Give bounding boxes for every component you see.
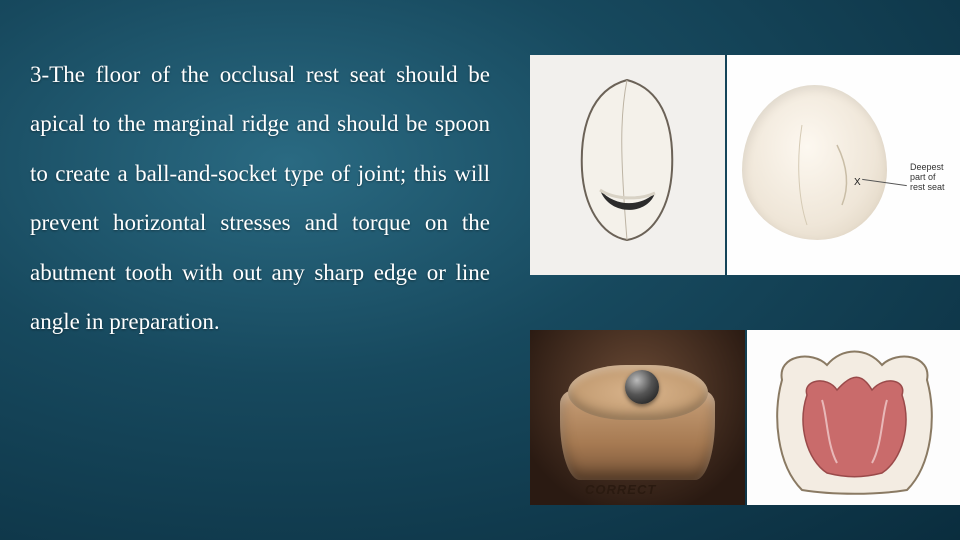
figure-correct-model: CORRECT <box>530 330 745 505</box>
tooth-outline-svg <box>570 75 685 245</box>
correct-label: CORRECT <box>585 482 656 497</box>
metal-ball <box>625 370 659 404</box>
occlusal-grooves <box>742 85 887 240</box>
body-text: 3-The floor of the occlusal rest seat sh… <box>30 50 490 347</box>
figure-tooth-crosssection <box>530 55 725 275</box>
figure-tooth-mesial <box>747 330 960 505</box>
text-column: 3-The floor of the occlusal rest seat sh… <box>0 0 500 540</box>
slide: 3-The floor of the occlusal rest seat sh… <box>0 0 960 540</box>
tooth-mesial-svg <box>767 345 942 495</box>
deepest-label: Deepest part of rest seat <box>910 163 958 193</box>
image-column: X Deepest part of rest seat CORRECT <box>530 0 960 540</box>
figure-occlusal-view: X Deepest part of rest seat <box>727 55 960 275</box>
deepest-label-line3: rest seat <box>910 183 958 193</box>
